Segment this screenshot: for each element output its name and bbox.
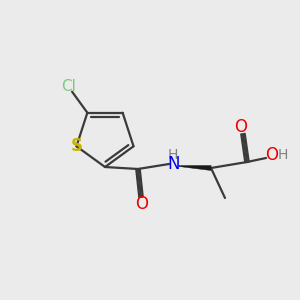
Text: O: O [235,118,248,136]
Polygon shape [179,166,211,170]
Text: S: S [70,137,83,155]
Text: H: H [168,148,178,162]
Text: O: O [136,195,148,213]
Text: H: H [278,148,288,162]
Text: O: O [266,146,278,164]
Text: N: N [168,155,180,173]
Text: Cl: Cl [61,79,76,94]
